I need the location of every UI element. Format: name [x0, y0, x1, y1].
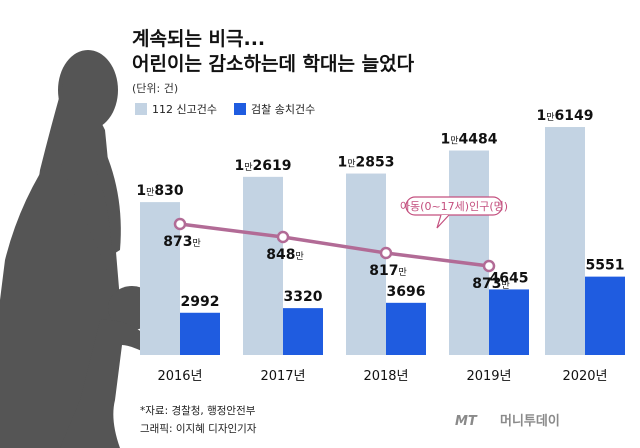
- logo-text: 머니투데이: [500, 413, 560, 429]
- legend: 112 신고건수 검찰 송치건수: [135, 103, 315, 116]
- mother-child-silhouette: [0, 50, 160, 448]
- source-note: *자료: 경찰청, 행정안전부: [140, 404, 256, 417]
- bar-referrals: [180, 312, 220, 355]
- bar-reports: [545, 127, 585, 355]
- x-tick-label: 2016년: [157, 369, 202, 384]
- x-tick-label: 2019년: [466, 369, 511, 384]
- line-value-label: 873만: [163, 234, 201, 250]
- legend-swatch-reports: [135, 103, 147, 115]
- value-label-reports: 1만2619: [235, 158, 292, 174]
- line-point: [482, 259, 496, 273]
- line-value-label: 873만: [472, 276, 510, 292]
- line-point: [173, 217, 187, 231]
- bar-referrals: [283, 308, 323, 355]
- bar-reports: [346, 173, 386, 355]
- bar-referrals: [489, 289, 529, 355]
- legend-swatch-referrals: [234, 103, 246, 115]
- bar-referrals: [386, 302, 426, 355]
- line-point: [276, 230, 290, 244]
- value-label-reports: 1만6149: [537, 108, 594, 124]
- publisher-logo: MT 머니투데이: [455, 413, 560, 429]
- line-value-label: 817만: [369, 263, 407, 279]
- line-series-label: 아동(0~17세)인구(명): [400, 200, 508, 213]
- logo-prefix: MT: [455, 414, 478, 429]
- value-label-referrals: 4645: [490, 270, 529, 286]
- x-tick-label: 2018년: [363, 369, 408, 384]
- legend-label-referrals: 검찰 송치건수: [251, 103, 315, 116]
- value-label-referrals: 2992: [181, 294, 220, 310]
- x-tick-label: 2020년: [562, 369, 607, 384]
- title-line1: 계속되는 비극...: [132, 28, 265, 50]
- bar-reports: [449, 150, 489, 355]
- value-label-reports: 1만830: [136, 183, 184, 199]
- value-label-reports: 1만2853: [338, 155, 395, 171]
- bar-reports: [243, 176, 283, 355]
- line-child-population: [179, 222, 490, 268]
- title-line2: 어린이는 감소하는데 학대는 늘었다: [132, 53, 415, 75]
- bar-referrals: [585, 276, 625, 355]
- unit-label: (단위: 건): [132, 82, 178, 95]
- value-label-referrals: 3320: [284, 289, 323, 305]
- line-value-label: 848만: [266, 247, 304, 263]
- line-point: [379, 246, 393, 260]
- x-tick-label: 2017년: [260, 369, 305, 384]
- credit-note: 그래픽: 이지혜 디자인기자: [140, 423, 257, 435]
- value-label-referrals: 5551: [586, 258, 625, 274]
- value-label-referrals: 3696: [387, 284, 426, 300]
- bar-reports: [140, 202, 180, 355]
- value-label-reports: 1만4484: [441, 132, 498, 148]
- legend-label-reports: 112 신고건수: [152, 103, 217, 116]
- line-series-callout: 아동(0~17세)인구(명): [400, 196, 508, 229]
